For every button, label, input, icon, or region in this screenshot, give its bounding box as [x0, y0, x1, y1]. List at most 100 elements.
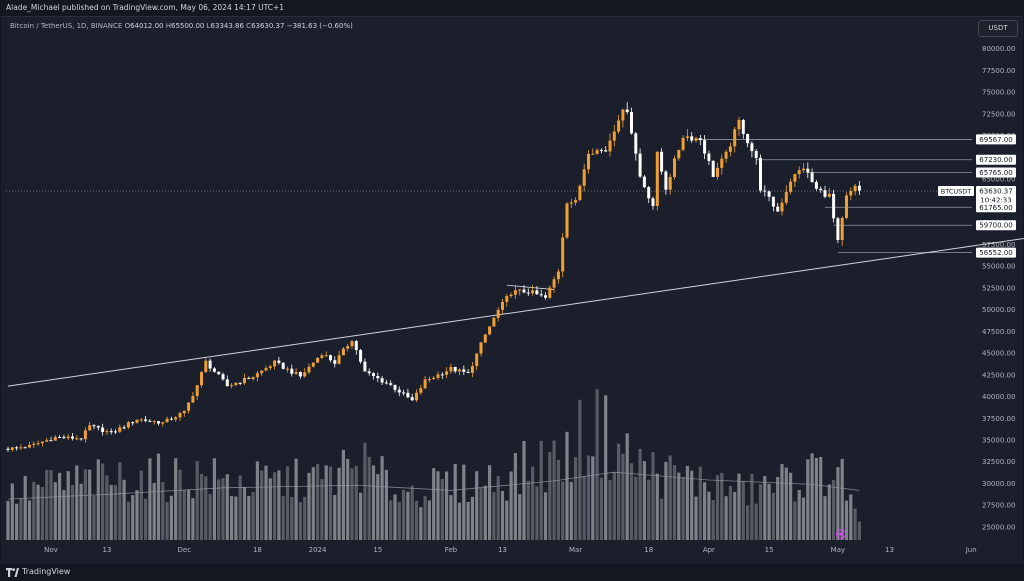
candle-down	[836, 218, 840, 240]
candle-up	[118, 427, 122, 432]
volume-bar	[70, 484, 75, 540]
price-axis: 25000.00 27500.00 30000.00 32500.00 35000.00…	[982, 45, 1015, 531]
candle-down	[49, 440, 53, 442]
volume-bar	[384, 469, 388, 540]
volume-bar	[496, 476, 500, 540]
candle-up	[492, 317, 496, 327]
candle-up	[204, 360, 208, 373]
candle-down	[131, 422, 135, 424]
candle-up	[531, 290, 535, 294]
candle-down	[393, 384, 397, 390]
candle-down	[384, 382, 388, 384]
candle-up	[152, 421, 156, 423]
candle-down	[660, 151, 664, 172]
volume-bar	[316, 464, 320, 540]
candle-up	[518, 289, 522, 291]
candle-up	[191, 395, 195, 403]
volume-bar	[79, 483, 83, 540]
candle-down	[96, 426, 100, 428]
candle-up	[303, 372, 307, 377]
candle-up	[496, 309, 500, 318]
volume-bar	[763, 475, 767, 540]
candle-down	[333, 360, 337, 364]
tradingview-logo-icon	[6, 568, 19, 577]
candle-down	[277, 360, 281, 363]
candle-down	[810, 172, 814, 182]
volume-bar	[505, 500, 509, 540]
candle-up	[324, 355, 328, 357]
price-tick-label: 75000.00	[982, 89, 1015, 97]
volume-bar	[694, 496, 698, 540]
candle-down	[6, 448, 10, 450]
time-tick-label: Feb	[445, 546, 458, 554]
candle-up	[445, 371, 449, 375]
time-axis: Nov 13 Dec 18 2024 15 Feb 13 Mar 18 Apr 15 May 13 Jun	[44, 546, 977, 554]
volume-bar	[432, 468, 436, 540]
candle-down	[664, 171, 668, 190]
level-price-tag	[976, 134, 1016, 145]
time-tick-label: Apr	[703, 546, 715, 554]
volume-bar	[780, 464, 784, 540]
level-price-tag	[976, 154, 1016, 165]
volume-bar	[548, 451, 552, 540]
time-tick-label: Nov	[44, 546, 58, 554]
volume-bar	[264, 465, 268, 540]
candle-down	[363, 361, 367, 372]
price-tick-label: 47500.00	[982, 328, 1015, 336]
volume-bar	[823, 496, 827, 540]
volume-bar	[836, 467, 840, 540]
volume-bar	[475, 471, 479, 540]
legend-open-label: O	[124, 22, 131, 30]
volume-bar	[161, 481, 165, 540]
candle-down	[376, 375, 380, 379]
volume-bar	[414, 500, 419, 540]
candle-down	[647, 187, 651, 199]
volume-bar	[83, 469, 87, 540]
candle-up	[724, 151, 728, 159]
volume-bar	[393, 494, 397, 540]
legend-high-label: H	[165, 22, 171, 30]
legend-close: 63630.37	[251, 22, 285, 30]
candle-down	[298, 372, 302, 377]
price-tick-label: 40000.00	[982, 393, 1015, 401]
volume-bar	[58, 472, 62, 540]
volume-bar	[457, 502, 462, 540]
candle-down	[62, 437, 66, 439]
volume-bar	[406, 491, 410, 540]
volume-bar	[591, 456, 595, 540]
currency-button[interactable]: USDT	[978, 20, 1018, 37]
candle-up	[427, 379, 431, 381]
volume-bar	[247, 496, 251, 540]
candle-down	[638, 153, 642, 177]
candle-down	[771, 196, 775, 207]
time-tick-label: 2024	[309, 546, 327, 554]
volume-bar	[681, 477, 685, 540]
candle-up	[685, 136, 689, 138]
candle-up	[178, 413, 182, 418]
candle-down	[690, 136, 694, 141]
volume-bar	[746, 505, 750, 540]
candle-down	[857, 185, 861, 191]
candle-up	[243, 377, 246, 384]
candle-down	[15, 447, 19, 449]
volume-bar	[672, 465, 677, 540]
candle-down	[630, 112, 633, 134]
volume-bar	[784, 467, 788, 540]
candle-up	[307, 366, 311, 373]
volume-bar	[320, 479, 324, 540]
candle-up	[488, 326, 492, 335]
candle-up	[260, 370, 264, 374]
candle-up	[286, 368, 289, 370]
candle-down	[101, 427, 105, 432]
symbol-legend: Bitcoin / TetherUS, 1D, BINANCE O64012.0…	[10, 22, 353, 30]
candle-up	[668, 176, 672, 190]
candle-down	[823, 190, 827, 197]
candle-down	[754, 151, 758, 158]
candle-down	[625, 109, 629, 113]
volume-bar	[668, 455, 672, 540]
volume-bar	[741, 480, 745, 540]
volume-bar	[797, 490, 801, 540]
candle-down	[819, 188, 823, 191]
legend-low: 63343.86	[210, 22, 244, 30]
